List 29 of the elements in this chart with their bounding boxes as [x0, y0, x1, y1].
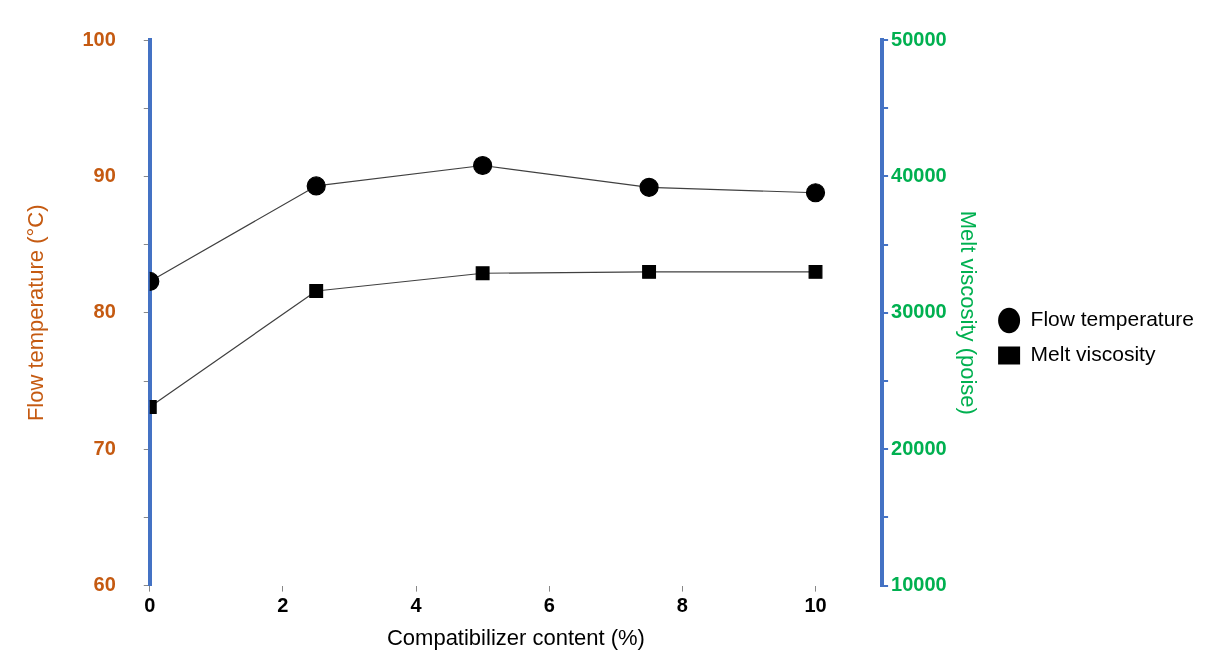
y-tick-label: 70 [93, 436, 116, 459]
legend-label: Melt viscosity [1030, 342, 1156, 366]
point [642, 264, 657, 279]
point [473, 155, 493, 176]
x-axis-title: Compatibilizer content (%) [386, 624, 645, 650]
legend-label: Flow temperature [1030, 307, 1195, 331]
y-tick-label: 60 [93, 573, 116, 596]
y2-tick-label: 50000 [891, 27, 947, 50]
y2-tick-label: 40000 [891, 163, 947, 186]
x-tick-label: 6 [543, 594, 555, 617]
y-axis-title: Flow temperature (°C) [23, 204, 49, 422]
point [475, 266, 490, 281]
y2-axis-title: Melt viscosity (poise) [955, 210, 981, 415]
point [309, 284, 324, 298]
y-tick-label: 90 [93, 163, 116, 186]
point [808, 264, 823, 279]
point [639, 177, 659, 197]
y2-tick-label: 10000 [891, 573, 947, 596]
y-tick-label: 100 [82, 27, 116, 50]
y2-tick-label: 30000 [891, 300, 947, 323]
x-tick-label: 8 [676, 594, 688, 617]
y2-tick-label: 20000 [891, 436, 947, 459]
x-tick-label: 2 [277, 594, 289, 617]
x-tick-label: 0 [144, 594, 156, 617]
point [306, 176, 326, 196]
x-tick-label: 10 [804, 594, 827, 617]
point [805, 183, 826, 203]
y-tick-label: 80 [93, 300, 116, 323]
x-tick-label: 4 [410, 594, 423, 617]
